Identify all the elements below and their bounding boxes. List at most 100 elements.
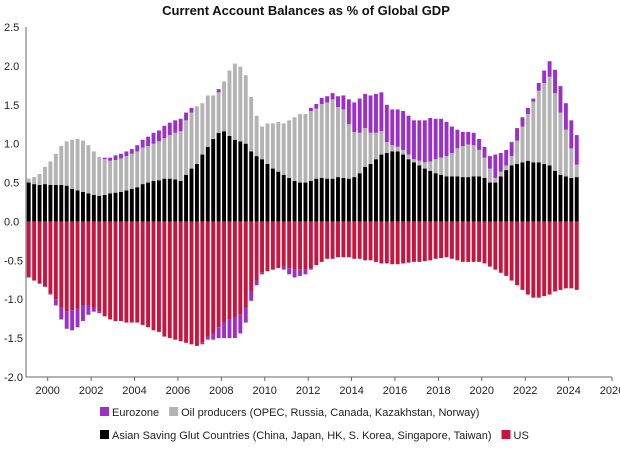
bar-segment — [81, 140, 85, 192]
bar-segment — [292, 269, 297, 278]
bar-segment — [232, 139, 237, 222]
bar-segment — [569, 221, 574, 289]
bar-segment — [477, 176, 482, 222]
bar-segment — [520, 117, 525, 127]
bar-segment — [276, 121, 281, 172]
bar-segment — [515, 221, 519, 286]
bar-segment — [384, 221, 389, 264]
bar-segment — [167, 221, 172, 339]
bar-segment — [330, 178, 335, 222]
bar-segment — [287, 268, 292, 275]
bar-segment — [162, 221, 167, 337]
bar-segment — [515, 128, 519, 141]
bar-segment — [504, 221, 509, 276]
bar-segment — [135, 151, 140, 188]
bar-segment — [542, 70, 547, 83]
bar-segment — [194, 106, 199, 164]
y-tick-label: -0.5 — [4, 255, 23, 267]
bar-segment — [59, 307, 64, 320]
bar-segment — [211, 221, 216, 334]
bar-segment — [227, 319, 232, 339]
bar-segment — [308, 268, 313, 270]
bar-segment — [482, 146, 487, 158]
bar-segment — [249, 97, 254, 152]
bar-segment — [86, 305, 91, 315]
y-tick-label: 2.5 — [4, 22, 19, 34]
bar-segment — [352, 132, 357, 178]
bar-segment — [86, 193, 91, 222]
bar-segment — [401, 154, 406, 222]
bar-segment — [336, 221, 340, 258]
bar-segment — [406, 154, 411, 160]
bar-segment — [156, 141, 161, 181]
bar-segment — [216, 327, 221, 339]
x-tick-label: 2002 — [79, 385, 103, 397]
bar-segment — [211, 95, 216, 139]
bar-segment — [547, 165, 552, 222]
bar-segment — [194, 221, 199, 346]
bar-segment — [460, 221, 465, 262]
bar-segment — [151, 181, 156, 222]
bar-segment — [113, 192, 118, 222]
bar-segment — [525, 114, 530, 161]
bar-segment — [569, 177, 574, 222]
bar-segment — [515, 163, 519, 222]
bar-segment — [91, 307, 96, 312]
bar-segment — [487, 221, 492, 267]
bar-segment — [325, 96, 330, 103]
bar-segment — [97, 311, 102, 314]
bar-segment — [119, 191, 123, 222]
bar-segment — [81, 305, 85, 321]
bar-segment — [374, 132, 378, 160]
bar-segment — [330, 93, 335, 100]
bar-segment — [412, 159, 416, 163]
bar-segment — [167, 135, 172, 179]
bar-segment — [243, 75, 248, 144]
bar-segment — [216, 89, 221, 93]
bar-segment — [509, 221, 514, 281]
bar-segment — [466, 144, 471, 178]
bar-segment — [308, 221, 313, 269]
bar-segment — [379, 221, 384, 264]
bar-segment — [449, 126, 454, 153]
x-tick-label: 2010 — [252, 385, 276, 397]
bar-segment — [487, 168, 492, 183]
bar-segment — [205, 146, 210, 222]
bar-segment — [547, 61, 552, 77]
bar-segment — [368, 95, 373, 133]
bar-segment — [232, 63, 237, 140]
x-tick-label: 2016 — [383, 385, 407, 397]
y-tick-label: 0.5 — [4, 178, 19, 190]
bar-segment — [428, 221, 433, 261]
bar-segment — [173, 132, 178, 180]
bar-segment — [395, 146, 400, 152]
legend-label: US — [514, 430, 529, 442]
bar-segment — [444, 176, 449, 222]
bar-segment — [330, 99, 335, 179]
bar-segment — [91, 151, 96, 195]
bar-segment — [325, 221, 330, 259]
bar-segment — [531, 98, 536, 102]
x-tick-label: 2018 — [426, 385, 450, 397]
bar-segment — [379, 131, 384, 155]
bar-segment — [211, 333, 216, 340]
legend-swatch — [100, 430, 109, 439]
bar-segment — [205, 336, 210, 340]
bar-segment — [292, 181, 297, 222]
bar-segment — [222, 131, 226, 222]
bar-segment — [292, 221, 297, 270]
bar-segment — [243, 221, 248, 307]
bar-segment — [525, 107, 530, 115]
bar-segment — [59, 221, 64, 307]
bar-segment — [146, 221, 151, 328]
bar-segment — [563, 103, 568, 130]
bar-segment — [270, 168, 275, 222]
bar-segment — [298, 221, 302, 270]
bar-segment — [75, 190, 80, 222]
bar-segment — [520, 221, 525, 290]
chart-title: Current Account Balances as % of Global … — [162, 3, 450, 18]
bar-segment — [417, 160, 422, 166]
bar-segment — [211, 139, 216, 222]
bar-segment — [401, 221, 406, 264]
bar-segment — [525, 221, 530, 295]
